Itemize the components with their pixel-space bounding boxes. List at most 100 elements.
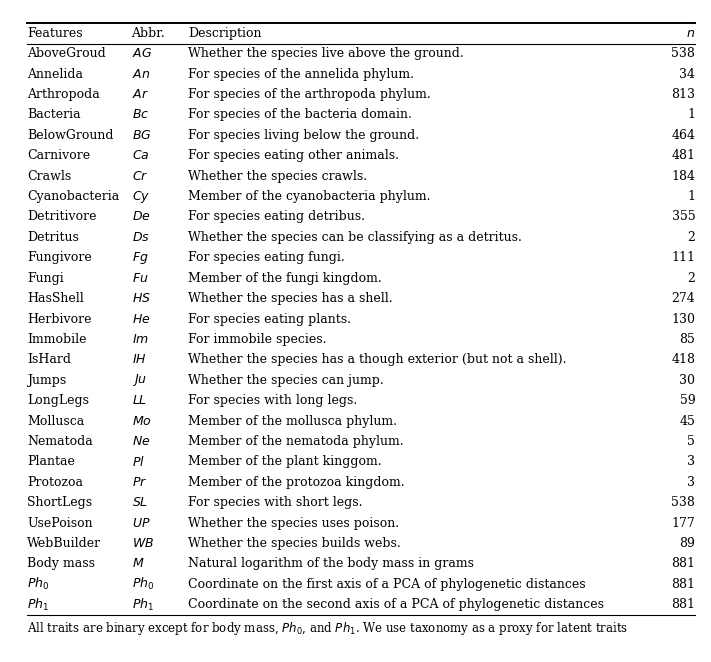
Text: 30: 30 xyxy=(679,374,695,387)
Text: 481: 481 xyxy=(671,150,695,162)
Text: $\mathit{Cy}$: $\mathit{Cy}$ xyxy=(132,189,150,205)
Text: 2: 2 xyxy=(688,231,695,244)
Text: 5: 5 xyxy=(688,435,695,448)
Text: For species eating plants.: For species eating plants. xyxy=(188,312,351,326)
Text: Coordinate on the second axis of a PCA of phylogenetic distances: Coordinate on the second axis of a PCA o… xyxy=(188,598,604,611)
Text: 89: 89 xyxy=(680,537,695,550)
Text: For species of the bacteria domain.: For species of the bacteria domain. xyxy=(188,109,412,122)
Text: $\mathit{Im}$: $\mathit{Im}$ xyxy=(132,333,149,346)
Text: Description: Description xyxy=(188,27,262,40)
Text: Cyanobacteria: Cyanobacteria xyxy=(27,190,119,203)
Text: Protozoa: Protozoa xyxy=(27,476,83,489)
Text: 418: 418 xyxy=(671,354,695,366)
Text: Whether the species builds webs.: Whether the species builds webs. xyxy=(188,537,401,550)
Text: Bacteria: Bacteria xyxy=(27,109,80,122)
Text: 3: 3 xyxy=(688,476,695,489)
Text: 274: 274 xyxy=(672,292,695,305)
Text: 34: 34 xyxy=(679,68,695,81)
Text: $n$: $n$ xyxy=(686,27,695,40)
Text: 184: 184 xyxy=(671,169,695,183)
Text: Fungi: Fungi xyxy=(27,271,64,285)
Text: Whether the species can jump.: Whether the species can jump. xyxy=(188,374,384,387)
Text: $\mathit{An}$: $\mathit{An}$ xyxy=(132,68,150,81)
Text: $\mathit{SL}$: $\mathit{SL}$ xyxy=(132,496,148,509)
Text: $\mathit{He}$: $\mathit{He}$ xyxy=(132,312,150,326)
Text: 813: 813 xyxy=(671,88,695,101)
Text: 85: 85 xyxy=(680,333,695,346)
Text: AboveGroud: AboveGroud xyxy=(27,47,106,60)
Text: For species of the annelida phylum.: For species of the annelida phylum. xyxy=(188,68,415,81)
Text: $\mathit{Ju}$: $\mathit{Ju}$ xyxy=(132,372,146,388)
Text: For species with short legs.: For species with short legs. xyxy=(188,496,363,509)
Text: Features: Features xyxy=(27,27,82,40)
Text: For immobile species.: For immobile species. xyxy=(188,333,327,346)
Text: 2: 2 xyxy=(688,271,695,285)
Text: $\mathit{HS}$: $\mathit{HS}$ xyxy=(132,292,151,305)
Text: $\mathit{LL}$: $\mathit{LL}$ xyxy=(132,394,146,407)
Text: Crawls: Crawls xyxy=(27,169,71,183)
Text: HasShell: HasShell xyxy=(27,292,84,305)
Text: Whether the species crawls.: Whether the species crawls. xyxy=(188,169,368,183)
Text: Detritivore: Detritivore xyxy=(27,211,97,224)
Text: Member of the cyanobacteria phylum.: Member of the cyanobacteria phylum. xyxy=(188,190,431,203)
Text: Member of the nematoda phylum.: Member of the nematoda phylum. xyxy=(188,435,404,448)
Text: Natural logarithm of the body mass in grams: Natural logarithm of the body mass in gr… xyxy=(188,557,474,571)
Text: 538: 538 xyxy=(671,496,695,509)
Text: 1: 1 xyxy=(688,109,695,122)
Text: $\mathit{Fu}$: $\mathit{Fu}$ xyxy=(132,271,148,285)
Text: All traits are binary except for body mass, $Ph_0$, and $Ph_1$. We use taxonomy : All traits are binary except for body ma… xyxy=(27,620,629,637)
Text: Whether the species uses poison.: Whether the species uses poison. xyxy=(188,516,400,530)
Text: Herbivore: Herbivore xyxy=(27,312,92,326)
Text: $\mathit{Fg}$: $\mathit{Fg}$ xyxy=(132,250,148,266)
Text: Plantae: Plantae xyxy=(27,455,75,468)
Text: 538: 538 xyxy=(671,47,695,60)
Text: $Ph_1$: $Ph_1$ xyxy=(27,596,49,613)
Text: For species with long legs.: For species with long legs. xyxy=(188,394,358,407)
Text: 355: 355 xyxy=(672,211,695,224)
Text: 45: 45 xyxy=(680,414,695,428)
Text: Member of the plant kinggom.: Member of the plant kinggom. xyxy=(188,455,382,468)
Text: Whether the species has a shell.: Whether the species has a shell. xyxy=(188,292,393,305)
Text: For species eating other animals.: For species eating other animals. xyxy=(188,150,400,162)
Text: For species of the arthropoda phylum.: For species of the arthropoda phylum. xyxy=(188,88,431,101)
Text: Jumps: Jumps xyxy=(27,374,66,387)
Text: 130: 130 xyxy=(671,312,695,326)
Text: For species eating fungi.: For species eating fungi. xyxy=(188,252,345,264)
Text: 111: 111 xyxy=(671,252,695,264)
Text: Immobile: Immobile xyxy=(27,333,87,346)
Text: $Ph_0$: $Ph_0$ xyxy=(132,576,154,592)
Text: $\mathit{Pr}$: $\mathit{Pr}$ xyxy=(132,476,147,489)
Text: $\mathit{Ne}$: $\mathit{Ne}$ xyxy=(132,435,150,448)
Text: 1: 1 xyxy=(688,190,695,203)
Text: $Ph_1$: $Ph_1$ xyxy=(132,596,154,613)
Text: $M$: $M$ xyxy=(132,557,144,571)
Text: $\mathit{BG}$: $\mathit{BG}$ xyxy=(132,129,151,142)
Text: Arthropoda: Arthropoda xyxy=(27,88,100,101)
Text: Member of the fungi kingdom.: Member of the fungi kingdom. xyxy=(188,271,383,285)
Text: $\mathit{Ar}$: $\mathit{Ar}$ xyxy=(132,88,149,101)
Text: WebBuilder: WebBuilder xyxy=(27,537,101,550)
Text: Coordinate on the first axis of a PCA of phylogenetic distances: Coordinate on the first axis of a PCA of… xyxy=(188,578,586,591)
Text: $Ph_0$: $Ph_0$ xyxy=(27,576,50,592)
Text: Annelida: Annelida xyxy=(27,68,83,81)
Text: IsHard: IsHard xyxy=(27,354,71,366)
Text: BelowGround: BelowGround xyxy=(27,129,114,142)
Text: 881: 881 xyxy=(671,557,695,571)
Text: 464: 464 xyxy=(671,129,695,142)
Text: Body mass: Body mass xyxy=(27,557,95,571)
Text: 881: 881 xyxy=(671,598,695,611)
Text: Member of the mollusca phylum.: Member of the mollusca phylum. xyxy=(188,414,397,428)
Text: Member of the protozoa kingdom.: Member of the protozoa kingdom. xyxy=(188,476,405,489)
Text: $\mathit{WB}$: $\mathit{WB}$ xyxy=(132,537,154,550)
Text: Abbr.: Abbr. xyxy=(132,27,165,40)
Text: For species eating detribus.: For species eating detribus. xyxy=(188,211,365,224)
Text: Whether the species has a though exterior (but not a shell).: Whether the species has a though exterio… xyxy=(188,354,567,366)
Text: Fungivore: Fungivore xyxy=(27,252,92,264)
Text: $\mathit{UP}$: $\mathit{UP}$ xyxy=(132,516,150,530)
Text: $\mathit{IH}$: $\mathit{IH}$ xyxy=(132,354,146,366)
Text: Whether the species live above the ground.: Whether the species live above the groun… xyxy=(188,47,464,60)
Text: $\mathit{AG}$: $\mathit{AG}$ xyxy=(132,47,152,60)
Text: Nematoda: Nematoda xyxy=(27,435,92,448)
Text: 3: 3 xyxy=(688,455,695,468)
Text: 59: 59 xyxy=(680,394,695,407)
